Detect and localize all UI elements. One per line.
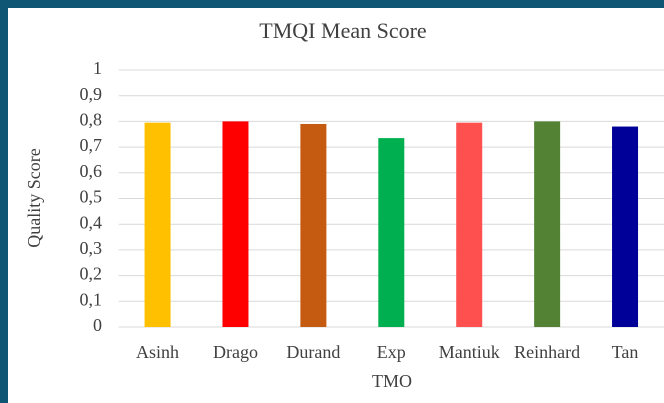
bar [378, 138, 405, 327]
bar [222, 121, 249, 328]
x-tick-label: Exp [377, 342, 406, 362]
bar [300, 123, 327, 327]
x-tick-label: Mantiuk [439, 342, 500, 362]
y-tick-label: 0,4 [80, 212, 103, 232]
x-tick-label: Durand [286, 342, 340, 362]
y-tick-label: 0,5 [80, 187, 103, 207]
y-tick-label: 0,8 [80, 110, 103, 130]
y-tick-label: 0,3 [80, 238, 103, 258]
y-tick-label: 0,2 [80, 264, 103, 284]
y-tick-label: 0,9 [80, 84, 103, 104]
bar [534, 121, 561, 328]
x-tick-label: Tan [612, 342, 639, 362]
chart-title: TMQI Mean Score [259, 18, 426, 43]
x-tick-label: Drago [213, 342, 258, 362]
y-tick-label: 1 [93, 58, 102, 78]
y-tick-label: 0,6 [80, 161, 103, 181]
x-axis-label: TMO [372, 371, 412, 391]
bar [456, 122, 483, 327]
y-axis-label: Quality Score [24, 148, 44, 247]
x-tick-label: Reinhard [514, 342, 580, 362]
y-tick-label: 0,1 [80, 289, 103, 309]
x-tick-label: Asinh [136, 342, 179, 362]
bar [612, 126, 639, 327]
bar [144, 122, 171, 327]
y-tick-label: 0 [93, 315, 102, 335]
y-tick-label: 0,7 [80, 135, 103, 155]
